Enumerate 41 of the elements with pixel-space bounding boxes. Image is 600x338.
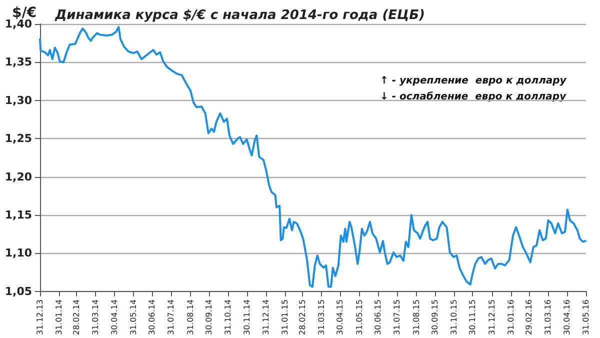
x-tick-label: 30.04.14 [110,299,119,335]
x-tick-label: 30.11.14 [242,299,252,335]
x-tick-label: 31.07.14 [166,299,176,335]
annotation: ↓ - ослабление евро к доллару [380,92,566,102]
x-tick-label: 31.10.14 [224,299,233,335]
x-tick-label: 28.02.15 [298,299,307,335]
x-tick-label: 30.06.15 [374,299,382,335]
x-tick-label: 30.11.15 [468,299,478,335]
x-tick-label: 30.04.16 [562,299,572,335]
x-tick-label: 30.04.15 [336,299,345,335]
x-tick-label: 30.09.14 [204,299,214,335]
y-tick-label: 1,10 [4,246,32,260]
y-tick-label: 1,25 [4,132,32,146]
x-tick-label: 31.12.15 [487,299,496,335]
x-tick-label: 31.01.15 [280,299,290,335]
x-tick-label: 29.02.16 [524,299,534,335]
chart-title: Динамика курса $/€ с начала 2014-го года (ЕЦБ) [54,8,425,23]
x-tick-label: 31.10.15 [450,299,459,335]
x-tick-label: 31.01.14 [54,299,64,335]
x-tick-label: 31.08.15 [412,299,421,335]
y-tick-label: 1,05 [4,284,32,298]
x-tick-label: 31.05.15 [354,299,364,335]
x-tick-label: 28.02.14 [72,299,82,335]
x-tick-label: 31.03.16 [544,299,553,335]
x-tick-label: 31.12.14 [261,299,270,335]
x-tick-label: 31.05.16 [582,299,590,335]
y-tick-label: 1,30 [4,94,32,107]
x-tick-label: 30.09.15 [430,299,440,335]
y-tick-label: 1,15 [4,208,32,222]
x-tick-label: 31.08.14 [186,299,195,335]
x-tick-label: 31.03.15 [317,299,326,335]
x-tick-label: 31.03.14 [91,299,100,335]
y-tick-label: 1,35 [4,56,32,69]
x-tick-label: 31.01.16 [506,299,516,335]
x-tick-label: 31.07.15 [392,299,402,335]
x-tick-label: 30.06.14 [148,299,157,335]
y-tick-label: 1,20 [4,170,32,184]
line-series [39,26,586,288]
x-tick-label: 31.05.14 [128,299,138,335]
annotation: ↑ - укрепление евро к доллару [380,76,567,86]
x-tick-label: 31.12.13 [36,299,44,335]
